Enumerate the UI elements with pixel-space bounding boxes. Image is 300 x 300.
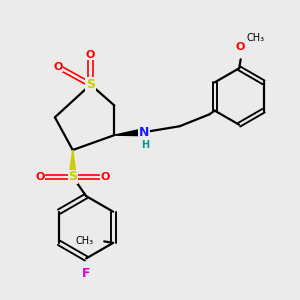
Text: S: S [86, 78, 95, 91]
Text: O: O [53, 62, 62, 72]
Polygon shape [69, 150, 76, 177]
Text: O: O [236, 42, 245, 52]
Text: O: O [35, 172, 45, 182]
Text: CH₃: CH₃ [247, 33, 265, 43]
Polygon shape [114, 129, 144, 136]
Text: O: O [101, 172, 110, 182]
Text: O: O [86, 50, 95, 60]
Text: N: N [139, 126, 149, 139]
Text: CH₃: CH₃ [76, 236, 94, 246]
Text: H: H [142, 140, 150, 150]
Text: S: S [68, 170, 77, 183]
Text: F: F [82, 267, 90, 280]
